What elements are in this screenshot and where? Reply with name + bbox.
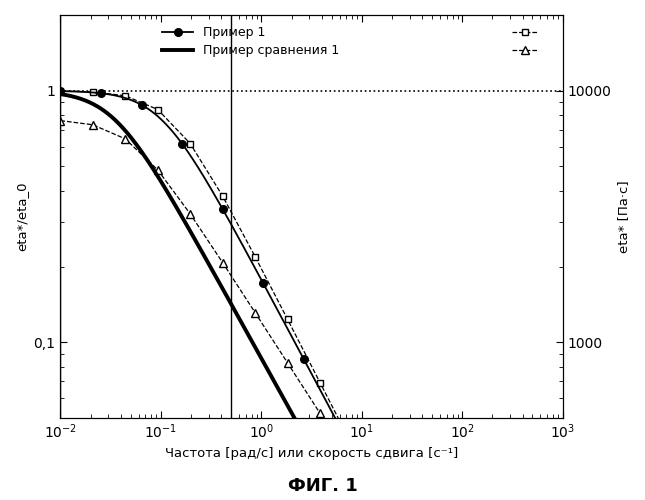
Legend:  ,  : , — [508, 21, 557, 62]
Y-axis label: eta* [Па·с]: eta* [Па·с] — [617, 180, 630, 253]
Y-axis label: eta*/eta_0: eta*/eta_0 — [15, 182, 28, 251]
Text: ФИГ. 1: ФИГ. 1 — [288, 477, 357, 495]
X-axis label: Частота [рад/с] или скорость сдвига [с⁻¹]: Частота [рад/с] или скорость сдвига [с⁻¹… — [165, 447, 458, 460]
